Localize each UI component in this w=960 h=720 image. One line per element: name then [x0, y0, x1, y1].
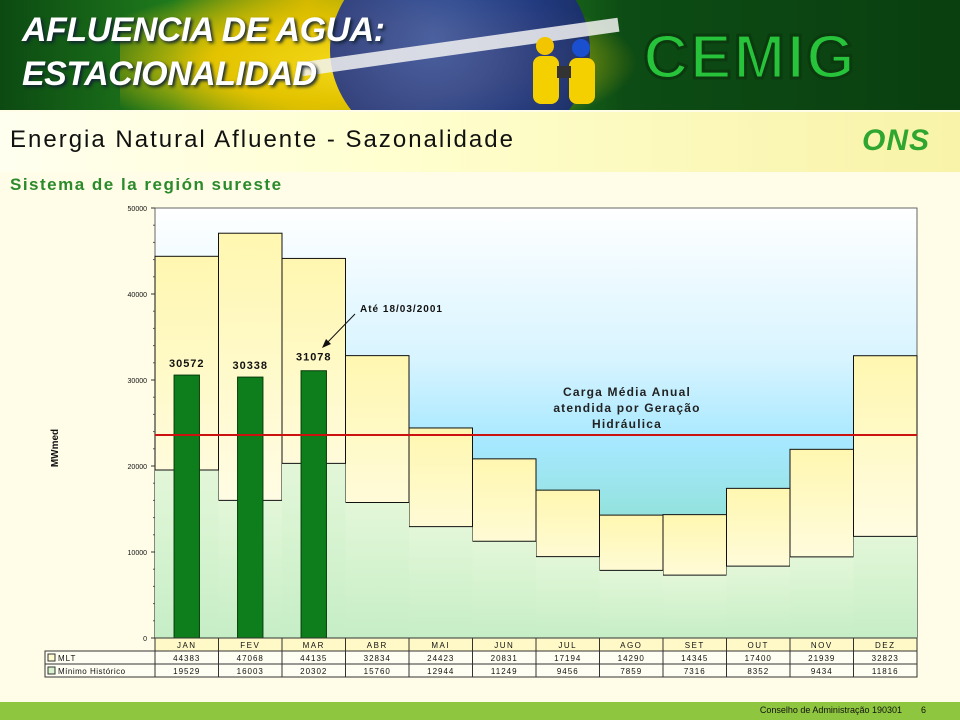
carga-label-2: atendida por Geração — [553, 401, 700, 415]
min-historico-bar — [726, 566, 790, 638]
x-tick-label: FEV — [240, 641, 260, 650]
page-number: 6 — [920, 705, 926, 715]
table-cell-mlt: 17400 — [745, 654, 772, 663]
x-tick-label: JUL — [558, 641, 577, 650]
y-tick-label: 30000 — [128, 378, 148, 385]
legend-swatch-mlt — [47, 653, 56, 662]
y-tick-label: 20000 — [128, 464, 148, 471]
table-cell-mlt: 44383 — [173, 654, 200, 663]
y-tick-label: 40000 — [128, 292, 148, 299]
x-tick-label: MAI — [431, 641, 450, 650]
carga-label-1: Carga Média Anual — [563, 385, 691, 399]
annotation-label: Até 18/03/2001 — [360, 304, 443, 315]
x-tick-label: ABR — [367, 641, 388, 650]
ons-logo: ONS — [862, 124, 931, 157]
actual-value-label: 31078 — [296, 352, 332, 364]
y-tick-label: 0 — [143, 636, 147, 643]
annotation-arrowhead — [322, 339, 331, 348]
table-cell-min: 12944 — [427, 667, 454, 676]
table-cell-mlt: 24423 — [427, 654, 454, 663]
min-historico-bar — [663, 575, 727, 638]
table-cell-mlt: 14290 — [618, 654, 645, 663]
min-historico-bar — [853, 536, 917, 638]
carga-label-3: Hidráulica — [592, 417, 662, 431]
table-cell-min: 9434 — [811, 667, 833, 676]
table-cell-min: 7859 — [620, 667, 642, 676]
table-cell-min: 16003 — [237, 667, 264, 676]
table-cell-min: 11816 — [872, 667, 899, 676]
table-cell-mlt: 47068 — [237, 654, 264, 663]
x-tick-label: NOV — [811, 641, 833, 650]
table-cell-min: 15760 — [364, 667, 391, 676]
table-cell-min: 11249 — [491, 667, 518, 676]
min-historico-bar — [599, 570, 663, 638]
min-historico-bar — [790, 556, 854, 638]
annotation-arrow — [324, 313, 356, 346]
actual-bar — [173, 374, 200, 639]
x-tick-label: JUN — [494, 641, 514, 650]
min-historico-bar — [472, 541, 536, 638]
table-cell-min: 7316 — [684, 667, 706, 676]
subheader-bar: Energia Natural Afluente - Sazonalidade … — [0, 112, 960, 172]
x-tick-label: AGO — [620, 641, 642, 650]
legend-label-mlt: MLT — [58, 654, 76, 663]
footer-bar: Conselho de Administração 190301 6 — [0, 702, 960, 720]
min-historico-bar — [536, 556, 600, 638]
chart-subtitle: Energia Natural Afluente - Sazonalidade — [10, 126, 515, 153]
table-cell-mlt: 20831 — [491, 654, 518, 663]
cemig-logo: CEMIG — [642, 21, 857, 93]
footer-text: Conselho de Administração 190301 — [759, 705, 902, 715]
y-tick-label: 50000 — [128, 206, 148, 213]
actual-bar — [300, 370, 327, 639]
y-tick-label: 10000 — [128, 550, 148, 557]
legend-label-min: Mínimo Histórico — [58, 667, 126, 676]
table-cell-mlt: 21939 — [808, 654, 835, 663]
table-cell-mlt: 44135 — [300, 654, 327, 663]
table-cell-min: 19529 — [173, 667, 200, 676]
min-historico-bar — [409, 526, 473, 638]
x-tick-label: JAN — [177, 641, 197, 650]
x-tick-label: MAR — [303, 641, 325, 650]
y-axis-label: MWmed — [50, 429, 61, 467]
table-cell-mlt: 32823 — [872, 654, 899, 663]
table-cell-min: 9456 — [557, 667, 579, 676]
title-line-2: ESTACIONALIDAD — [22, 55, 317, 93]
x-tick-label: SET — [685, 641, 705, 650]
page-title: AFLUENCIA DE AGUA: ESTACIONALIDAD — [22, 8, 385, 96]
table-cell-min: 20302 — [300, 667, 327, 676]
table-cell-mlt: 17194 — [554, 654, 581, 663]
x-tick-label: DEZ — [875, 641, 896, 650]
table-cell-min: 8352 — [747, 667, 769, 676]
actual-value-label: 30572 — [169, 358, 205, 370]
legend-swatch-min — [47, 666, 56, 675]
title-line-1: AFLUENCIA DE AGUA: — [22, 11, 385, 49]
workers-image — [533, 37, 595, 104]
table-cell-mlt: 14345 — [681, 654, 708, 663]
x-tick-label: OUT — [748, 641, 769, 650]
actual-value-label: 30338 — [232, 360, 268, 372]
table-cell-mlt: 32834 — [364, 654, 391, 663]
region-title: Sistema de la región sureste — [10, 175, 283, 194]
header-banner: AFLUENCIA DE AGUA: ESTACIONALIDAD CEMIG — [0, 0, 960, 110]
actual-bar — [237, 376, 264, 639]
chart: 30572 30338 31078 Carga Média Anual atendi… — [44, 206, 918, 678]
min-historico-bar — [345, 502, 409, 638]
